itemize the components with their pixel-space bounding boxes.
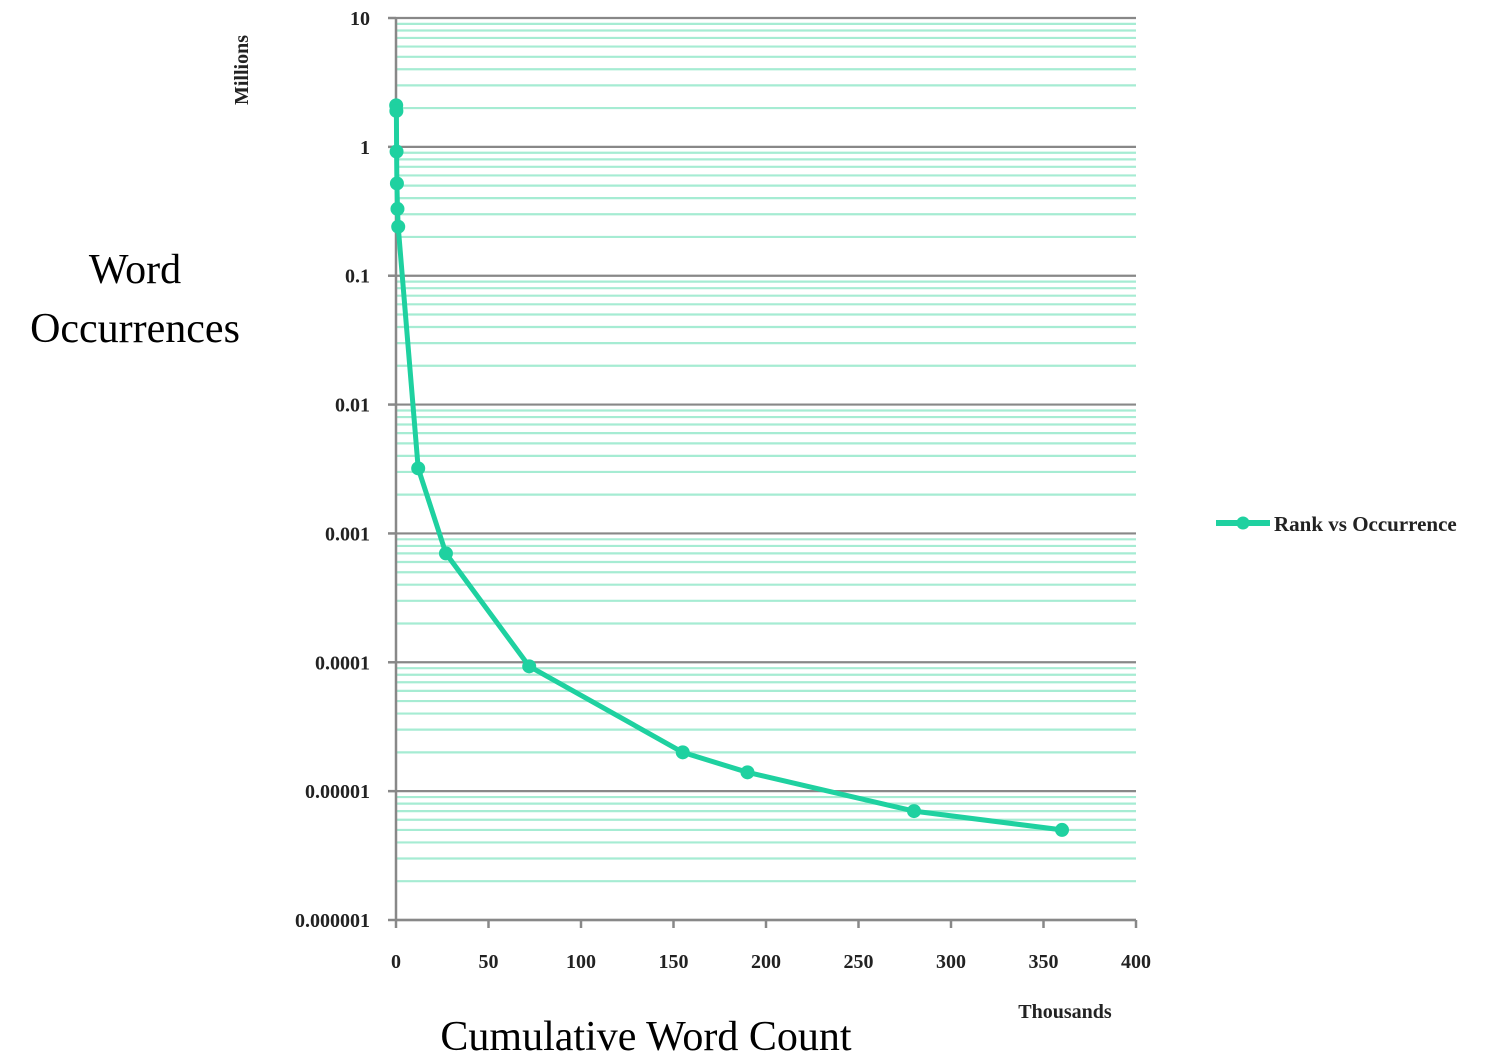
y-tick-label: 0.00001 — [305, 781, 370, 803]
data-point — [391, 219, 406, 234]
data-point — [522, 659, 537, 674]
y-axis-title-line-2: Occurrences — [30, 306, 240, 352]
x-unit-label: Thousands — [1018, 1001, 1112, 1023]
y-tick-label: 0.01 — [335, 395, 370, 417]
data-point — [390, 201, 405, 216]
minor-gridlines — [396, 22, 1136, 883]
data-point — [907, 804, 921, 819]
x-tick-label: 250 — [844, 951, 874, 973]
data-point — [389, 103, 404, 118]
y-tick-label: 0.0001 — [315, 652, 370, 674]
data-point — [1055, 822, 1069, 837]
legend: Rank vs Occurrence — [1216, 512, 1457, 536]
y-tick-label: 0.1 — [345, 266, 370, 288]
x-axis-title: Cumulative Word Count — [440, 1014, 851, 1060]
data-point — [675, 745, 690, 760]
y-tick-labels: 10 1 0.1 0.01 0.001 0.0001 0.00001 0.000001 — [295, 8, 370, 932]
y-tick-label: 0.001 — [325, 523, 370, 545]
x-tick-label: 100 — [566, 951, 596, 973]
x-tick-label: 300 — [936, 951, 966, 973]
legend-label: Rank vs Occurrence — [1274, 512, 1457, 536]
x-tick-label: 150 — [659, 951, 689, 973]
x-tick-label: 0 — [391, 951, 401, 973]
y-unit-label: Millions — [231, 35, 253, 105]
legend-marker — [1236, 516, 1250, 530]
data-point — [389, 144, 404, 159]
x-tick-label: 50 — [479, 951, 499, 973]
y-axis-title-line-1: Word — [89, 247, 181, 293]
data-point — [389, 176, 404, 191]
data-point — [438, 546, 453, 561]
x-tick-label: 400 — [1121, 951, 1151, 973]
y-tick-label: 0.000001 — [295, 910, 370, 932]
x-tick-labels: 0 50 100 150 200 250 300 350 400 — [391, 951, 1151, 973]
x-tick-label: 350 — [1029, 951, 1059, 973]
y-tick-label: 10 — [350, 8, 370, 30]
data-point — [411, 461, 426, 476]
series-layer — [389, 98, 1069, 837]
y-tick-label: 1 — [360, 137, 370, 159]
data-point — [740, 765, 755, 780]
x-tick-label: 200 — [751, 951, 781, 973]
